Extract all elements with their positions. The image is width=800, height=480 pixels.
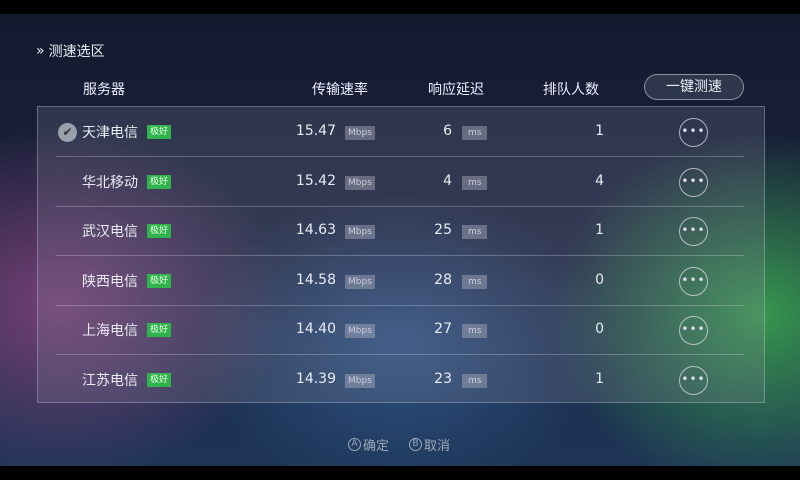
speed-unit: Mbps: [345, 175, 375, 190]
latency-unit: ms: [462, 324, 488, 338]
server-row[interactable]: 江苏电信 极好 14.39 Mbps 23 ms 1 •••: [56, 356, 744, 405]
server-row[interactable]: 上海电信 极好 14.40 Mbps 27 ms 0 •••: [56, 306, 744, 355]
latency-value: 6: [443, 123, 452, 139]
server-row[interactable]: ✔ 天津电信 极好 15.47 Mbps 6 ms 1 •••: [56, 108, 744, 157]
server-row[interactable]: 华北移动 极好 15.42 Mbps 4 ms 4 •••: [56, 158, 744, 207]
queue-value: 1: [595, 370, 604, 387]
header-server: 服务器: [83, 82, 125, 98]
speed-unit: Mbps: [345, 274, 375, 289]
double-chevron-icon: »: [36, 43, 45, 59]
queue-value: 1: [595, 222, 604, 238]
queue-value: 0: [595, 321, 604, 337]
server-name: 上海电信: [82, 323, 138, 339]
quality-badge: 极好: [147, 224, 172, 238]
a-button-icon: A: [348, 438, 361, 451]
more-options-button[interactable]: •••: [679, 316, 708, 345]
more-options-button[interactable]: •••: [679, 266, 708, 296]
speed-test-button[interactable]: 一键测速: [644, 74, 744, 100]
quality-badge: 极好: [147, 372, 172, 387]
cancel-hint[interactable]: B 取消: [409, 435, 450, 454]
speed-unit: Mbps: [345, 373, 375, 388]
latency-value: 27: [434, 321, 452, 337]
check-icon: ✔: [58, 123, 77, 142]
quality-badge: 极好: [147, 273, 172, 288]
queue-value: 1: [595, 123, 604, 139]
server-row[interactable]: 武汉电信 极好 14.63 Mbps 25 ms 1 •••: [56, 207, 744, 256]
header-queue: 排队人数: [543, 82, 599, 98]
quality-badge: 极好: [147, 323, 172, 337]
latency-value: 25: [434, 222, 452, 238]
b-button-icon: B: [409, 438, 422, 451]
speed-unit: Mbps: [345, 126, 375, 140]
speed-value: 14.58: [295, 271, 336, 288]
server-name: 陕西电信: [82, 273, 138, 290]
server-name: 天津电信: [82, 125, 138, 141]
latency-value: 28: [434, 271, 452, 288]
server-list: ✔ 天津电信 极好 15.47 Mbps 6 ms 1 ••• 华北移动 极好 15…: [37, 106, 765, 403]
speed-unit: Mbps: [345, 225, 375, 239]
speed-value: 14.40: [295, 321, 336, 337]
server-row[interactable]: 陕西电信 极好 14.58 Mbps 28 ms 0 •••: [56, 257, 744, 306]
more-options-button[interactable]: •••: [679, 167, 708, 197]
server-name: 武汉电信: [82, 224, 138, 240]
latency-unit: ms: [462, 274, 488, 289]
server-name: 江苏电信: [82, 372, 138, 389]
queue-value: 4: [595, 172, 604, 189]
more-options-button[interactable]: •••: [679, 118, 708, 147]
queue-value: 0: [595, 271, 604, 288]
header-speed: 传输速率: [312, 82, 368, 98]
more-options-button[interactable]: •••: [679, 217, 708, 246]
speed-value: 15.47: [295, 123, 336, 139]
speed-unit: Mbps: [345, 324, 375, 338]
section-title: » 测速选区: [36, 41, 105, 61]
quality-badge: 极好: [147, 174, 172, 189]
latency-unit: ms: [462, 175, 488, 190]
quality-badge: 极好: [147, 125, 172, 139]
header-latency: 响应延迟: [428, 82, 484, 98]
title-text: 测速选区: [48, 44, 105, 60]
confirm-label: 确定: [363, 439, 390, 454]
speed-value: 15.42: [295, 172, 336, 189]
latency-unit: ms: [462, 373, 488, 388]
more-options-button[interactable]: •••: [679, 365, 708, 395]
latency-value: 23: [434, 370, 452, 387]
latency-unit: ms: [462, 225, 488, 239]
speed-value: 14.63: [295, 222, 336, 238]
cancel-label: 取消: [424, 439, 451, 454]
latency-value: 4: [443, 172, 452, 189]
confirm-hint[interactable]: A 确定: [348, 435, 389, 454]
latency-unit: ms: [462, 126, 488, 140]
screen: » 测速选区 服务器 传输速率 响应延迟 排队人数 一键测速 ✔ 天津电信 极好 1…: [0, 14, 800, 466]
server-name: 华北移动: [82, 174, 138, 191]
speed-value: 14.39: [295, 370, 336, 387]
